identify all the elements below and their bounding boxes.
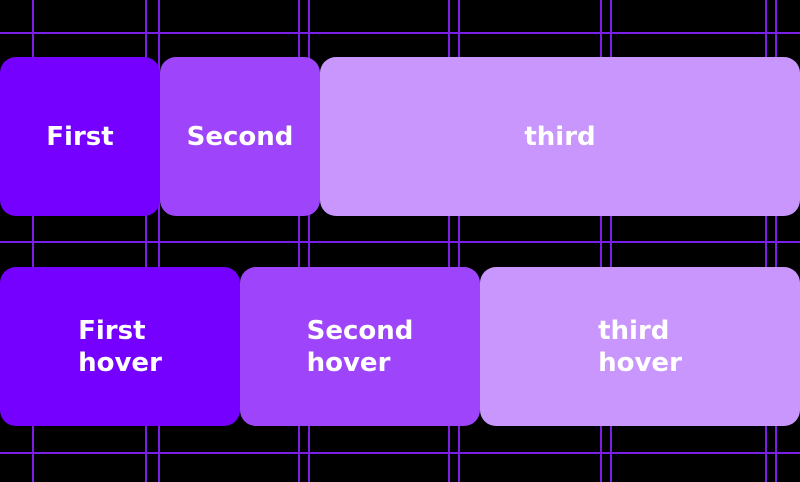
third-box[interactable]: third [320, 57, 800, 216]
second-box[interactable]: Second [160, 57, 320, 216]
third-hover-box[interactable]: third hover [480, 267, 800, 426]
first-box-label: First [46, 121, 114, 152]
second-hover-box[interactable]: Second hover [240, 267, 480, 426]
third-box-label: third [524, 121, 596, 152]
first-box[interactable]: First [0, 57, 160, 216]
second-hover-box-label: Second hover [306, 315, 414, 378]
grid-line-horizontal [0, 32, 800, 34]
second-box-label: Second [186, 121, 294, 152]
first-hover-box-label: First hover [78, 315, 162, 378]
first-hover-box[interactable]: First hover [0, 267, 240, 426]
third-hover-box-label: third hover [598, 315, 682, 378]
grid-line-horizontal [0, 452, 800, 454]
grid-line-horizontal [0, 241, 800, 243]
